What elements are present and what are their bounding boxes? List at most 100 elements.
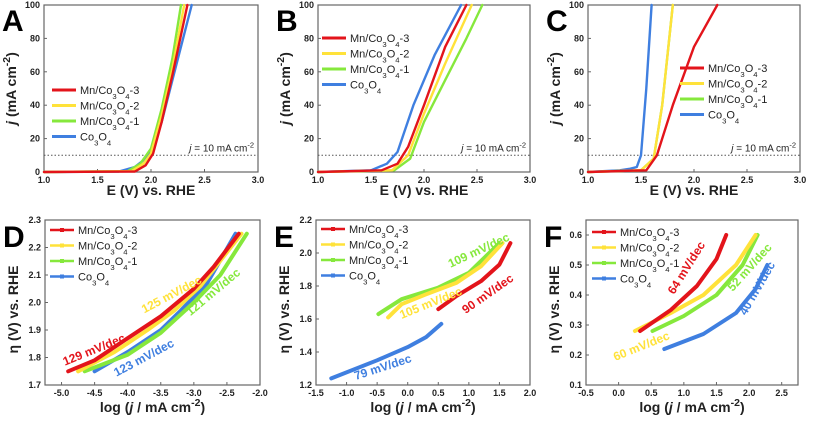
x-tick-label: -2.5 [219,388,235,398]
legend-marker [331,273,335,278]
legend-label: Co3O4 [620,274,652,290]
y-axis-label: η (V) vs. RHE [546,266,562,354]
series-line-mn-co3o4-3 [436,241,513,312]
y-tick-label: 0.2 [569,350,582,360]
legend-marker [602,261,606,265]
y-tick-label: 0 [309,167,314,177]
y-tick-label: 1.6 [299,314,312,324]
x-tick-label: -0.5 [578,388,594,398]
legend-label: Mn/Co3O4-1 [350,64,409,80]
x-tick-label: 2.5 [741,175,754,185]
x-tick-label: 3.0 [524,175,537,185]
x-tick-label: -3.0 [186,388,202,398]
y-tick-label: 40 [30,100,40,110]
x-tick-label: 1.5 [365,175,378,185]
x-tick-label: -4.0 [120,388,136,398]
legend-marker [331,227,335,231]
legend-label: Mn/Co3O4-3 [708,63,767,79]
x-tick-label: 1.0 [312,175,325,185]
y-tick-label: 100 [25,0,40,10]
y-tick-label: 0.4 [569,290,582,300]
legend-label: Mn/Co3O4-1 [620,258,679,274]
panel-c: 1.0 1.5 2.0 2.5 3.0 0 20 40 60 80 100 E (V) vs. RHE… [545,0,806,198]
series-line-mn-co3o4-2 [76,231,244,374]
legend-label: Mn/Co3O4-2 [78,241,137,257]
panel-e: -1.5 -1.0 -0.5 0.0 0.5 1.0 1.5 2.0 1.2 1.4 1.6 1.8 2… [274,215,536,415]
y-axis-label: η (V) vs. RHE [276,266,292,354]
x-tick-label: 2.0 [418,175,431,185]
panel-letter: C [546,5,568,38]
x-tick-label: 1.5 [91,175,104,185]
legend-label: Mn/Co3O4-2 [620,243,679,259]
y-tick-label: 0.6 [569,230,582,240]
x-tick-label: 2.0 [688,175,701,185]
legend-marker [60,228,64,232]
series-line-mn-co3o4-2 [386,241,505,320]
legend-label: Mn/Co3O4-1 [80,116,139,132]
x-tick-label: 2.5 [471,175,484,185]
x-tick-label: -1.5 [308,388,324,398]
x-tick-label: -5.0 [54,388,70,398]
x-axis-label: log (j / mA cm-2) [639,397,744,415]
series-line-mn-co3o4-1 [82,231,249,374]
series-line-co3o4 [662,263,770,351]
panel-d: -5.0 -4.5 -4.0 -3.5 -3.0 -2.5 -2.0 1.7 1.8 1.9 2.0… [3,215,268,415]
series-line-mn-co3o4-1 [650,233,760,333]
reference-label: j = 10 mA cm-2 [459,140,526,155]
y-tick-label: 40 [574,100,584,110]
y-tick-label: 0 [35,167,40,177]
series-line-mn-co3o4-3 [638,233,729,333]
x-tick-label: 1.0 [463,388,476,398]
legend-label: Mn/Co3O4-1 [708,94,767,110]
legend-marker [602,276,606,281]
reference-label: j = 10 mA cm-2 [729,140,796,155]
legend-marker [602,230,606,234]
x-axis-label: E (V) vs. RHE [650,182,739,198]
legend-label: Mn/Co3O4-3 [620,227,679,243]
legend-label: Mn/Co3O4-2 [80,101,139,117]
y-tick-label: 2.0 [299,248,312,258]
legend-label: Co3O4 [350,80,382,96]
legend-label: Mn/Co3O4-3 [80,85,139,101]
series-line-mn-co3o4-3 [66,231,241,374]
plot-frame [585,219,799,386]
x-tick-label: 0.5 [432,388,445,398]
series-line-mn-co3o4-1 [316,3,484,174]
y-tick-label: 40 [304,100,314,110]
y-tick-label: 0.3 [569,320,582,330]
y-axis-label: η (V) vs. RHE [5,266,21,354]
x-tick-label: 3.0 [252,175,265,185]
y-tick-label: 0.5 [569,260,582,270]
y-tick-label: 60 [574,67,584,77]
y-tick-label: 1.9 [28,325,41,335]
x-axis-label: E (V) vs. RHE [380,182,469,198]
slope-annotation: 60 mV/dec [611,328,672,363]
legend-marker [331,258,335,262]
y-tick-label: 0.1 [569,380,582,390]
reference-label: j = 10 mA cm-2 [187,140,254,155]
x-tick-label: 1.0 [38,175,51,185]
y-tick-label: 2.2 [299,215,312,225]
x-tick-label: 1.0 [678,388,691,398]
legend-label: Co3O4 [80,132,112,148]
legend-label: Co3O4 [708,110,740,126]
y-axis-label: j (mA cm-2) [1,52,19,127]
x-tick-label: 0.5 [645,388,658,398]
y-tick-label: 2.2 [28,243,41,253]
panel-letter: A [2,5,24,38]
x-axis-label: E (V) vs. RHE [107,182,196,198]
y-tick-label: 1.8 [28,353,41,363]
legend-label: Mn/Co3O4-3 [349,224,408,240]
legend-marker [602,245,606,250]
y-tick-label: 2.3 [28,215,41,225]
x-tick-label: -2.0 [252,388,268,398]
x-tick-label: -3.5 [153,388,169,398]
legend-marker [60,259,64,263]
panel-letter: E [274,221,294,254]
legend-marker [331,242,335,247]
y-tick-label: 2.0 [28,298,41,308]
y-tick-label: 80 [304,33,314,43]
legend-label: Mn/Co3O4-3 [78,225,137,241]
x-tick-label: 0.0 [612,388,625,398]
panel-letter: F [544,221,562,254]
